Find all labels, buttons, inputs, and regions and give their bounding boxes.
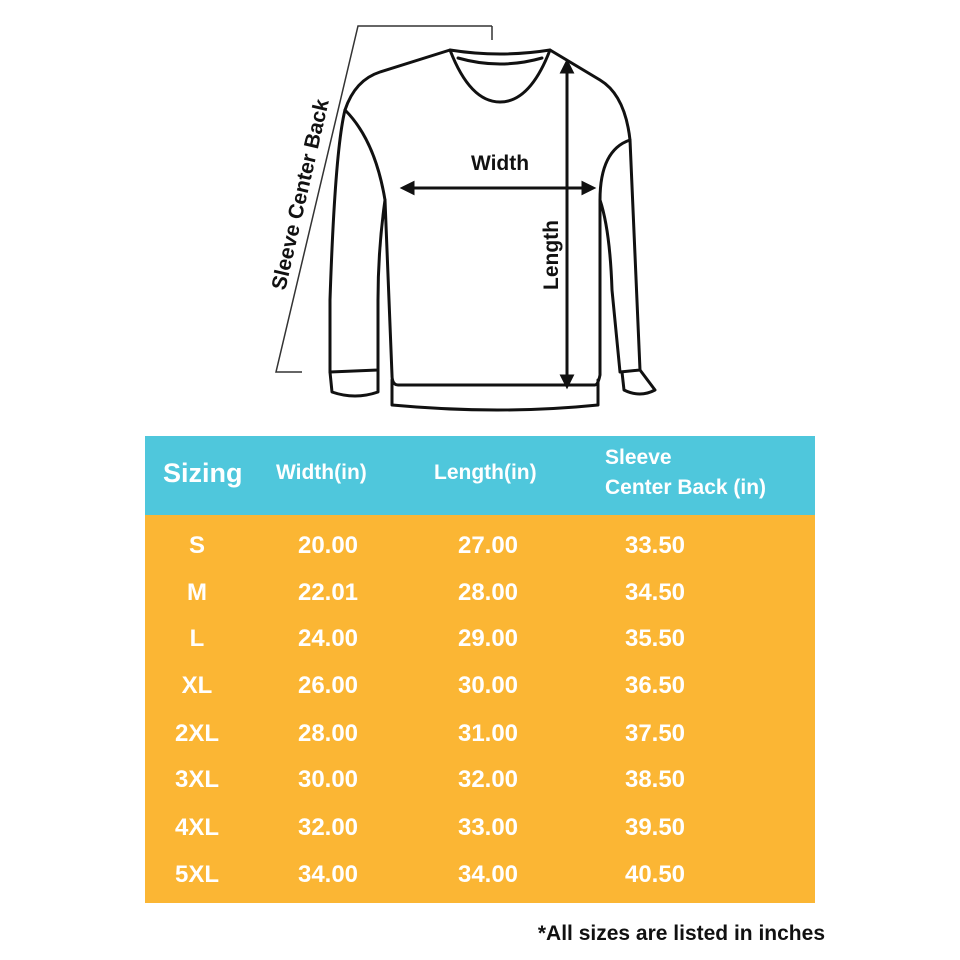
width-cell: 28.00	[297, 720, 359, 747]
width-label: Width	[471, 152, 529, 175]
length-cell: 32.00	[457, 766, 519, 793]
width-cell: 34.00	[297, 861, 359, 888]
length-cell: 34.00	[457, 861, 519, 888]
header-length: Length(in)	[434, 461, 537, 484]
length-cell: 27.00	[457, 532, 519, 559]
size-cell: 2XL	[174, 720, 219, 747]
size-cell: S	[188, 532, 205, 559]
sleeve-cell: 36.50	[624, 672, 686, 699]
size-cell: M	[187, 579, 207, 606]
width-cell: 24.00	[297, 625, 359, 652]
width-arrow	[399, 180, 597, 196]
footnote: *All sizes are listed in inches	[537, 922, 825, 945]
width-cell: 20.00	[297, 532, 359, 559]
sleeve-cell: 38.50	[624, 766, 686, 793]
sleeve-cell: 33.50	[624, 532, 686, 559]
sleeve-cell: 37.50	[624, 720, 686, 747]
width-cell: 22.01	[297, 579, 359, 606]
table-row: 2XL 28.00 31.00 37.50	[145, 710, 815, 758]
length-cell: 28.00	[457, 579, 519, 606]
header-sizing: Sizing	[163, 458, 243, 488]
size-cell: L	[189, 625, 205, 652]
width-cell: 30.00	[297, 766, 359, 793]
width-cell: 32.00	[297, 814, 359, 841]
sleeve-cell: 40.50	[624, 861, 686, 888]
sleeve-cell: 39.50	[624, 814, 686, 841]
table-row: L 24.00 29.00 35.50	[145, 615, 815, 663]
length-cell: 30.00	[457, 672, 519, 699]
length-label: Length	[540, 220, 563, 290]
sleeve-cell: 34.50	[624, 579, 686, 606]
sleeve-cell: 35.50	[624, 625, 686, 652]
header-sleeve: Sleeve	[605, 446, 672, 469]
length-cell: 33.00	[457, 814, 519, 841]
size-cell: 3XL	[174, 766, 219, 793]
sweatshirt-outline	[328, 48, 657, 412]
table-row: M 22.01 28.00 34.50	[145, 569, 815, 617]
length-cell: 29.00	[457, 625, 519, 652]
table-row: 5XL 34.00 34.00 40.50	[145, 851, 815, 899]
table-body: S 20.00 27.00 33.50 M 22.01 28.00 34.50 L 24.00 29…	[145, 515, 815, 903]
size-table: Sizing Width(in) Length(in) Sleeve Cente…	[145, 436, 815, 903]
length-arrow	[559, 58, 575, 390]
sleeve-label: Sleeve Center Back	[268, 97, 334, 292]
size-cell: 5XL	[174, 861, 219, 888]
width-cell: 26.00	[297, 672, 359, 699]
sweatshirt-diagram: Width Length Sleeve Center Back	[268, 25, 657, 412]
sleeve-center-back-line	[275, 25, 493, 373]
table-header: Sizing Width(in) Length(in) Sleeve Cente…	[145, 436, 815, 515]
size-cell: XL	[181, 672, 213, 699]
table-row: S 20.00 27.00 33.50	[145, 522, 815, 570]
header-center-back: Center Back (in)	[605, 476, 767, 499]
table-row: 4XL 32.00 33.00 39.50	[145, 804, 815, 852]
length-cell: 31.00	[457, 720, 519, 747]
table-row: XL 26.00 30.00 36.50	[145, 662, 815, 710]
table-row: 3XL 30.00 32.00 38.50	[145, 756, 815, 804]
header-width: Width(in)	[276, 461, 367, 484]
size-cell: 4XL	[174, 814, 219, 841]
